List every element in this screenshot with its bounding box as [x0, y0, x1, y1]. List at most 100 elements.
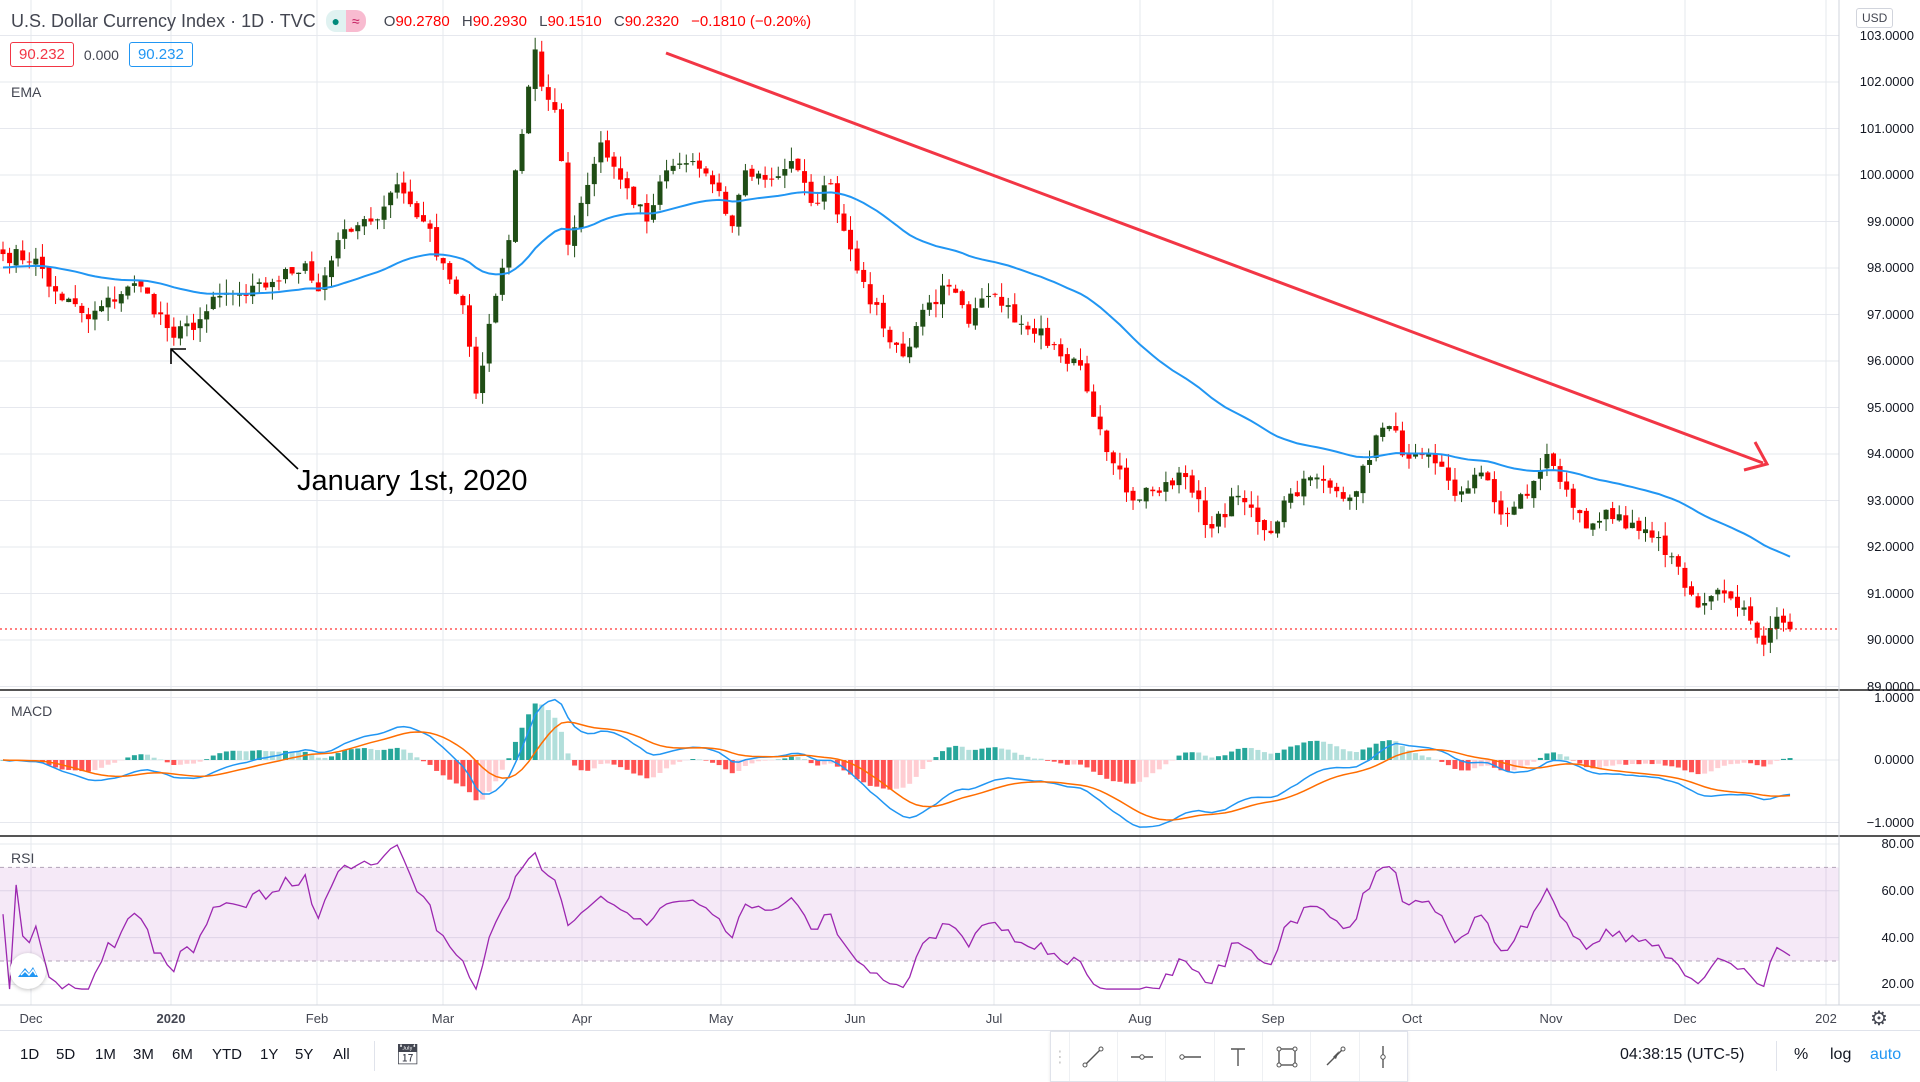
go-to-date-calendar-icon[interactable]: 📅︎ — [395, 1042, 420, 1067]
macd-histogram-bar — [1012, 753, 1017, 760]
settings-gear-icon[interactable]: ⚙ — [1870, 1006, 1888, 1031]
macd-histogram-bar — [717, 760, 722, 765]
range-6m[interactable]: 6M — [172, 1046, 193, 1063]
candle-body — [914, 326, 919, 347]
range-1m[interactable]: 1M — [95, 1046, 116, 1063]
candle-body — [749, 169, 754, 177]
macd-histogram-bar — [1144, 760, 1149, 777]
candle-body — [1610, 508, 1615, 519]
rectangle-tool-icon[interactable] — [1263, 1032, 1311, 1081]
macd-histogram-bar — [99, 760, 104, 768]
candle-body — [1709, 596, 1714, 601]
text-tool-icon[interactable] — [1215, 1032, 1263, 1081]
candle-body — [1715, 590, 1720, 595]
candle-body — [1387, 426, 1392, 429]
macd-histogram-bar — [1117, 760, 1122, 782]
horizontal-ray-tool-icon[interactable] — [1118, 1032, 1166, 1081]
range-5y[interactable]: 5Y — [295, 1046, 313, 1063]
rsi-legend[interactable]: RSI — [11, 850, 34, 866]
range-ytd[interactable]: YTD — [212, 1046, 242, 1063]
macd-tick-label: 0.0000 — [1874, 752, 1914, 767]
macd-histogram-bar — [1531, 760, 1536, 762]
candles — [1, 38, 1793, 656]
candle-body — [1492, 479, 1497, 502]
candle-body — [940, 286, 945, 305]
buy-price[interactable]: 90.232 — [129, 42, 193, 67]
macd-histogram-bar — [920, 760, 925, 769]
candle-body — [999, 297, 1004, 306]
candle-body — [631, 187, 636, 205]
candle-body — [198, 319, 203, 328]
percent-toggle[interactable]: % — [1794, 1046, 1808, 1064]
horizontal-line-tool-icon[interactable] — [1166, 1032, 1214, 1081]
macd-legend[interactable]: MACD — [11, 703, 52, 719]
drawings[interactable] — [0, 53, 1839, 629]
currency-button[interactable]: USD — [1856, 8, 1893, 28]
candle-body — [960, 291, 965, 305]
candle-body — [1301, 479, 1306, 497]
drag-handle-icon[interactable]: ⋮ — [1051, 1032, 1070, 1081]
candle-body — [1071, 359, 1076, 363]
trend-line-tool-icon[interactable] — [1070, 1032, 1118, 1081]
sell-price[interactable]: 90.232 — [10, 42, 74, 67]
candle-body — [1295, 492, 1300, 496]
downtrend-line[interactable] — [666, 53, 1763, 463]
price-tick-label: 101.0000 — [1860, 121, 1914, 136]
range-3m[interactable]: 3M — [133, 1046, 154, 1063]
macd-histogram-bar — [1091, 760, 1096, 772]
candle-body — [138, 281, 143, 287]
candle-body — [1505, 513, 1510, 514]
price-tick-label: 90.0000 — [1867, 632, 1914, 647]
range-1d[interactable]: 1D — [20, 1046, 39, 1063]
macd-histogram-bar — [1538, 758, 1543, 760]
candle-body — [296, 273, 301, 274]
macd-histogram-bar — [1321, 742, 1326, 760]
macd-histogram-bar — [1328, 744, 1333, 760]
candle-body — [868, 284, 873, 304]
macd-histogram-bar — [1052, 760, 1057, 762]
annotation-arrow-line[interactable] — [171, 349, 298, 469]
macd-histogram-bar — [1426, 757, 1431, 760]
candle-body — [1452, 480, 1457, 496]
candle-body — [1091, 391, 1096, 416]
bid-ask: 90.232 0.000 90.232 — [10, 42, 193, 67]
candle-body — [1223, 514, 1228, 517]
candle-body — [1085, 363, 1090, 391]
vertical-line-tool-icon[interactable] — [1360, 1032, 1407, 1081]
candle-body — [1269, 531, 1274, 533]
time-tick-label: 202 — [1815, 1011, 1837, 1026]
ema-legend[interactable]: EMA — [11, 84, 41, 100]
candle-body — [184, 323, 189, 326]
arrow-tool-icon[interactable] — [1311, 1032, 1359, 1081]
macd-histogram-bar — [1656, 760, 1661, 764]
range-5d[interactable]: 5D — [56, 1046, 75, 1063]
candle-body — [1518, 494, 1523, 508]
symbol-title[interactable]: U.S. Dollar Currency Index · 1D · TVC — [11, 11, 316, 32]
candle-body — [533, 49, 538, 89]
price-tick-label: 94.0000 — [1867, 446, 1914, 461]
macd-histogram-bar — [1045, 760, 1050, 761]
candle-body — [408, 192, 413, 205]
status-pill[interactable]: ● ≈ — [326, 10, 366, 32]
auto-toggle[interactable]: auto — [1870, 1046, 1901, 1064]
macd-histogram-bar — [1196, 753, 1201, 760]
tradingview-logo-button[interactable] — [10, 953, 46, 989]
candle-body — [907, 347, 912, 358]
macd-histogram-bar — [1104, 760, 1109, 779]
annotation-text[interactable]: January 1st, 2020 — [297, 465, 528, 498]
range-1y[interactable]: 1Y — [260, 1046, 278, 1063]
price-tick-label: 100.0000 — [1860, 167, 1914, 182]
range-all[interactable]: All — [333, 1046, 350, 1063]
close-label: C — [614, 13, 625, 30]
clock[interactable]: 04:38:15 (UTC-5) — [1620, 1046, 1745, 1064]
price-tick-label: 103.0000 — [1860, 28, 1914, 43]
candle-body — [1058, 344, 1063, 356]
candle-body — [1, 249, 6, 254]
candle-body — [1485, 472, 1490, 480]
log-toggle[interactable]: log — [1830, 1046, 1851, 1064]
macd-histogram-bar — [414, 757, 419, 760]
candle-body — [1617, 514, 1622, 520]
macd-histogram-bar — [947, 747, 952, 760]
candle-body — [625, 178, 630, 188]
